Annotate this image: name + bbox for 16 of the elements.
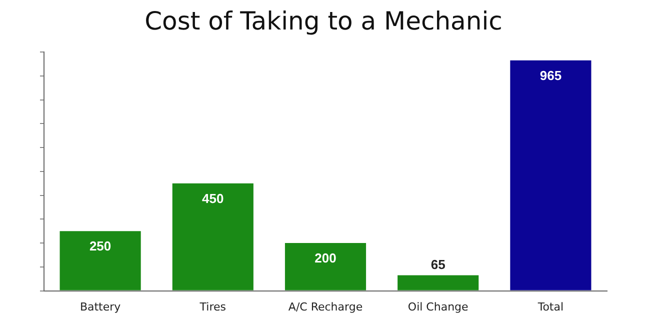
x-tick-label: Total [536,300,564,314]
data-label: 450 [202,190,224,206]
chart-title: Cost of Taking to a Mechanic [144,6,502,36]
data-label: 965 [540,68,562,83]
bar [398,275,479,290]
bar [172,183,254,290]
x-tick-label: Tires [198,300,226,314]
data-label: 200 [314,250,336,266]
bar [60,231,141,290]
bar [510,60,592,290]
data-label: 65 [430,256,446,272]
x-tick-label: A/C Recharge [288,300,363,314]
x-tick-label: Battery [80,300,122,314]
data-label: 250 [89,238,112,254]
bar [284,243,366,290]
x-tick-label: Oil Change [408,300,469,314]
